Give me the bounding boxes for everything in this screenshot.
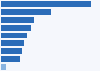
Bar — [0, 48, 22, 54]
Bar — [0, 17, 34, 23]
Bar — [0, 64, 6, 70]
Bar — [0, 33, 27, 38]
Bar — [0, 56, 20, 62]
Bar — [0, 25, 31, 31]
Bar — [0, 40, 24, 46]
Bar — [0, 9, 51, 15]
Bar — [0, 1, 91, 7]
